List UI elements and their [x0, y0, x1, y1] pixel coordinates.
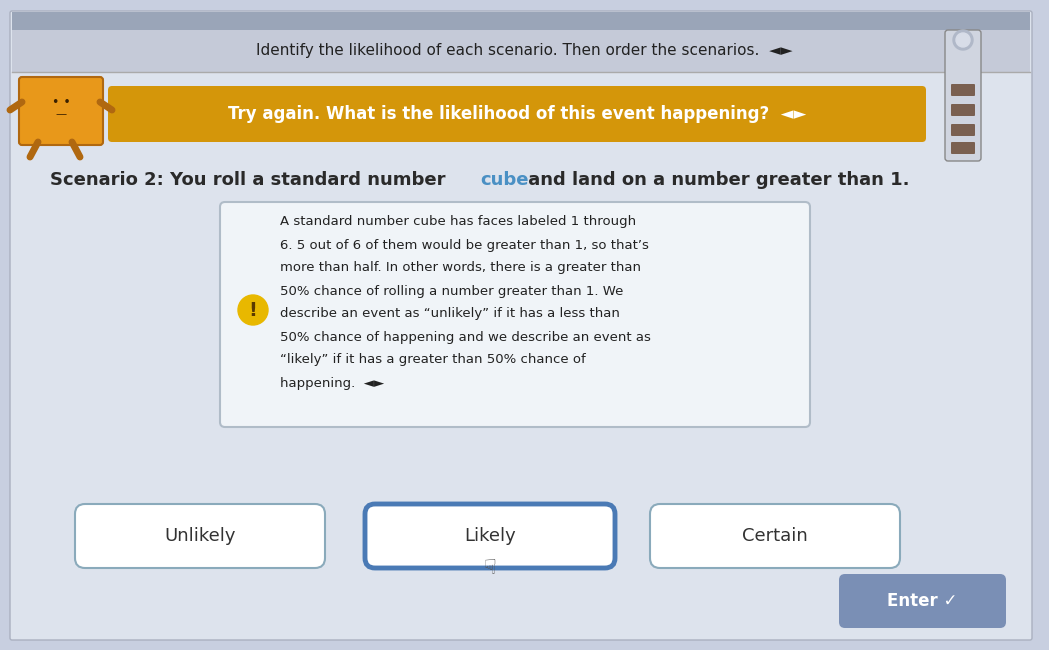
FancyBboxPatch shape	[365, 504, 615, 568]
Text: “likely” if it has a greater than 50% chance of: “likely” if it has a greater than 50% ch…	[280, 354, 585, 367]
Text: Likely: Likely	[464, 527, 516, 545]
FancyBboxPatch shape	[650, 504, 900, 568]
Text: Scenario 2: You roll a standard number: Scenario 2: You roll a standard number	[50, 171, 452, 189]
Text: Enter ✓: Enter ✓	[886, 592, 957, 610]
Text: Try again. What is the likelihood of this event happening?  ◄►: Try again. What is the likelihood of thi…	[228, 105, 806, 123]
FancyBboxPatch shape	[951, 104, 975, 116]
FancyBboxPatch shape	[945, 30, 981, 161]
Text: !: !	[249, 300, 257, 320]
Circle shape	[956, 33, 970, 47]
FancyBboxPatch shape	[951, 84, 975, 96]
FancyBboxPatch shape	[108, 86, 926, 142]
FancyBboxPatch shape	[12, 30, 1030, 72]
FancyBboxPatch shape	[10, 11, 1032, 640]
Circle shape	[238, 295, 267, 325]
Text: 50% chance of rolling a number greater than 1. We: 50% chance of rolling a number greater t…	[280, 285, 623, 298]
Text: describe an event as “unlikely” if it has a less than: describe an event as “unlikely” if it ha…	[280, 307, 620, 320]
FancyBboxPatch shape	[220, 202, 810, 427]
Text: 50% chance of happening and we describe an event as: 50% chance of happening and we describe …	[280, 330, 650, 343]
Text: more than half. In other words, there is a greater than: more than half. In other words, there is…	[280, 261, 641, 274]
FancyBboxPatch shape	[19, 77, 103, 145]
Text: —: —	[56, 109, 66, 119]
Text: Unlikely: Unlikely	[165, 527, 236, 545]
FancyBboxPatch shape	[74, 504, 325, 568]
FancyBboxPatch shape	[839, 574, 1006, 628]
Text: • •: • •	[51, 96, 70, 109]
Text: 6. 5 out of 6 of them would be greater than 1, so that’s: 6. 5 out of 6 of them would be greater t…	[280, 239, 649, 252]
FancyBboxPatch shape	[951, 124, 975, 136]
Circle shape	[952, 30, 973, 50]
FancyBboxPatch shape	[951, 142, 975, 154]
Text: happening.  ◄►: happening. ◄►	[280, 376, 384, 389]
Text: Identify the likelihood of each scenario. Then order the scenarios.  ◄►: Identify the likelihood of each scenario…	[256, 44, 792, 58]
Text: and land on a number greater than 1.: and land on a number greater than 1.	[522, 171, 909, 189]
FancyBboxPatch shape	[12, 12, 1030, 30]
Text: cube: cube	[480, 171, 529, 189]
Text: Certain: Certain	[742, 527, 808, 545]
Text: A standard number cube has faces labeled 1 through: A standard number cube has faces labeled…	[280, 216, 636, 229]
Text: ☟: ☟	[484, 558, 496, 578]
